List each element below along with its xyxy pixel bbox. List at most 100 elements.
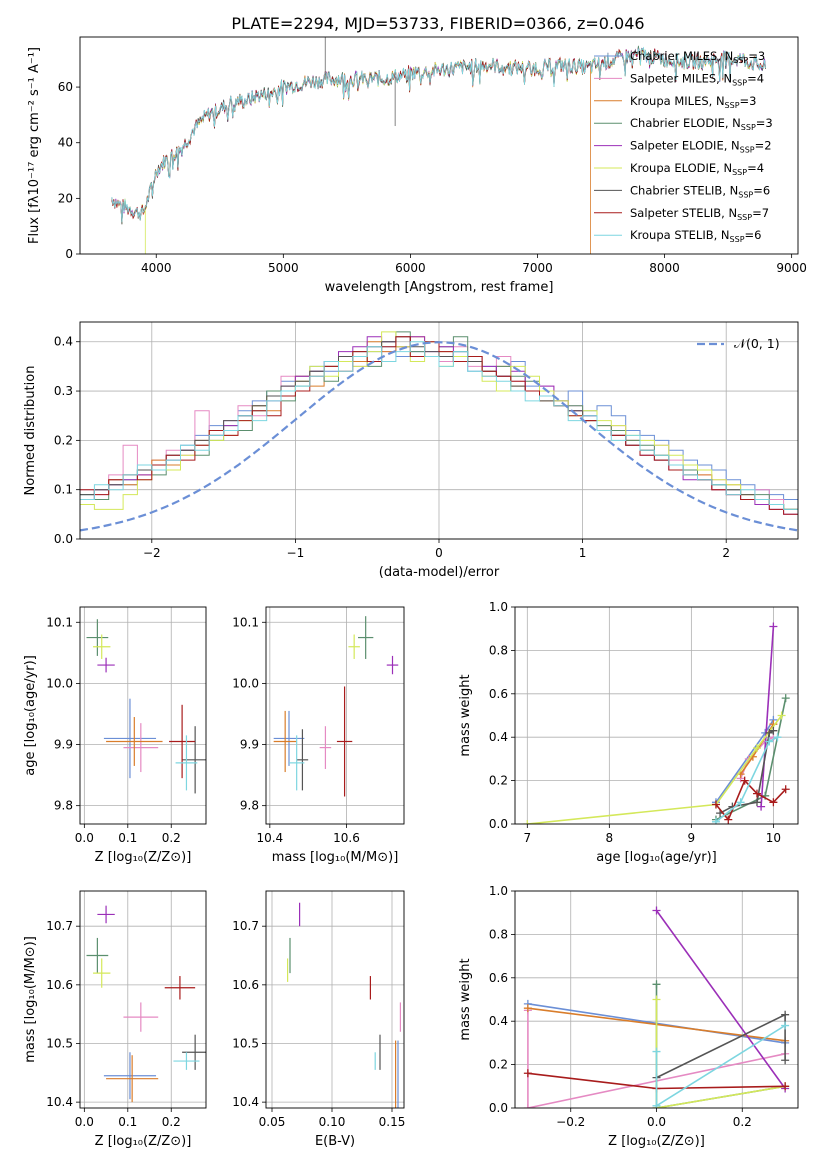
histogram-4	[80, 336, 798, 515]
histogram-7	[80, 336, 798, 515]
y-tick-label: 9.9	[54, 738, 73, 752]
weight-marker-8	[781, 1021, 790, 1030]
legend-text: Salpeter MILES, N	[630, 71, 732, 85]
weight-line-4	[760, 626, 775, 807]
y-tick-label: 0	[65, 247, 73, 261]
x-tick-label: 6000	[395, 261, 426, 275]
x-tick-label: 0.2	[162, 1115, 181, 1129]
axes-frame	[265, 890, 405, 1109]
legend-value: =7	[752, 206, 769, 220]
x-tick-label: 0.2	[733, 1115, 752, 1129]
y-tick-label: 0.8	[489, 643, 508, 657]
histogram-5	[80, 331, 798, 515]
plot-area-mass_vs_ebv	[287, 902, 401, 1108]
weight-marker-5	[652, 995, 661, 1004]
y-tick-label: 0.1	[54, 483, 73, 497]
histogram-8	[80, 341, 798, 515]
weight-marker-7	[724, 815, 733, 824]
panel-mass_vs_Z: 0.0 0.1 0.2 10.4 10.5 10.6 10.7 Z [log₁₀(Z/Z⊙)]…	[23, 890, 207, 1149]
panels: 4000 5000 6000 7000 8000 90000204060wavelengt…	[23, 36, 807, 1149]
weight-marker-3	[781, 694, 790, 703]
panel-spectrum: 4000 5000 6000 7000 8000 9000 0 20 40 60 wavelengt…	[27, 36, 807, 295]
legend-subscript: SSP	[733, 56, 748, 65]
legend-subscript: SSP	[740, 146, 755, 155]
y-tick-label: 0.4	[54, 335, 73, 349]
panel-weight_vs_age: 7 8 9 10 0.0 0.2 0.4 0.6 0.8 1.0 age [log₁₀(age/yr…	[458, 600, 799, 865]
y-axis-label: Normed distribution	[23, 366, 38, 496]
weight-marker-7	[752, 789, 761, 798]
y-tick-label: 0.0	[54, 532, 73, 546]
legend-label-1: Salpeter MILES, NSSP=4	[630, 71, 764, 87]
x-tick-label: 2	[722, 546, 730, 560]
plot-area-spectrum	[111, 37, 766, 254]
legend-value: =6	[745, 228, 762, 242]
x-axis-label: Z [log₁₀(Z/Z⊙)]	[608, 1134, 705, 1149]
histogram-1	[80, 336, 798, 510]
y-tick-label: 0.6	[489, 687, 508, 701]
y-tick-label: 10.5	[232, 1036, 259, 1050]
x-tick-label: 0.05	[259, 1115, 286, 1129]
legend-subscript: SSP	[741, 123, 756, 132]
weight-line-4	[655, 910, 786, 1089]
weight-marker-8	[736, 798, 745, 807]
x-tick-label: 0.0	[647, 1115, 666, 1129]
y-tick-label: 10.7	[232, 919, 259, 933]
y-tick-label: 20	[58, 191, 73, 205]
x-tick-label: 4000	[141, 261, 172, 275]
x-tick-label: 0.15	[379, 1115, 406, 1129]
axes-frame	[514, 890, 799, 1109]
legend-label-2: Kroupa MILES, NSSP=3	[630, 94, 756, 110]
x-axis-label: (data-model)/error	[379, 565, 500, 580]
plot-area-mass_vs_Z	[86, 905, 206, 1103]
weight-marker-7	[740, 776, 749, 785]
histogram-2	[80, 336, 798, 515]
x-axis-label: Z [log₁₀(Z/Z⊙)]	[95, 1134, 192, 1149]
y-axis-label: mass weight	[458, 674, 473, 756]
y-tick-label: 0.2	[489, 1058, 508, 1072]
weight-marker-4	[652, 906, 661, 915]
y-tick-label: 9.8	[54, 799, 73, 813]
x-tick-label: 10.4	[256, 831, 283, 845]
x-tick-label: 0.10	[319, 1115, 346, 1129]
legend-value: =6	[753, 183, 770, 197]
y-tick-label: 10.6	[232, 978, 259, 992]
weight-marker-5	[523, 820, 532, 824]
weight-marker-7	[781, 1082, 790, 1091]
weight-line-8	[655, 1024, 786, 1108]
plot-area-age_vs_mass	[273, 616, 399, 797]
weight-marker-6	[769, 726, 778, 735]
weight-line-1	[527, 1010, 786, 1108]
x-tick-label: 5000	[268, 261, 299, 275]
weight-marker-8	[652, 1101, 661, 1108]
x-tick-label: 0.0	[75, 1115, 94, 1129]
legend-subscript: SSP	[732, 78, 747, 87]
histogram-3	[80, 331, 798, 515]
axes-frame	[79, 36, 799, 255]
y-tick-label: 10.5	[46, 1036, 73, 1050]
x-tick-label: 10.6	[333, 831, 360, 845]
y-tick-label: 10.6	[46, 978, 73, 992]
legend-text: Kroupa ELODIE, N	[630, 161, 732, 175]
panel-residuals: −2 −1 0 1 2 0.0 0.1 0.2 0.3 0.4 (data-model)/error…	[23, 321, 799, 580]
legend-label-8: Kroupa STELIB, NSSP=6	[630, 228, 761, 244]
legend-text: Salpeter ELODIE, N	[630, 139, 740, 153]
x-axis-label: wavelength [Angstrom, rest frame]	[325, 280, 554, 295]
legend-label-7: Salpeter STELIB, NSSP=7	[630, 206, 769, 222]
legend-value: =2	[755, 139, 772, 153]
y-tick-label: 0.6	[489, 971, 508, 985]
weight-marker-6	[752, 798, 761, 807]
panel-mass_vs_ebv: 0.05 0.10 0.15 10.4 10.5 10.6 10.7 E(B-V)	[232, 890, 406, 1149]
legend-label-gaussian: 𝒩(0, 1)	[734, 336, 780, 351]
weight-marker-7	[781, 785, 790, 794]
plot-area-weight_vs_age	[523, 622, 790, 824]
y-tick-label: 1.0	[489, 600, 508, 614]
y-axis-label: mass weight	[458, 958, 473, 1040]
weight-marker-8	[652, 1047, 661, 1056]
x-axis-label: mass [log₁₀(M/M⊙)]	[272, 850, 399, 865]
y-tick-label: 0.0	[489, 817, 508, 831]
weight-marker-7	[523, 1069, 532, 1078]
panel-weight_vs_Z: −0.2 0.0 0.2 0.0 0.2 0.4 0.6 0.8 1.0 Z [log₁₀(Z/Z…	[458, 884, 799, 1149]
weight-marker-4	[769, 622, 778, 631]
